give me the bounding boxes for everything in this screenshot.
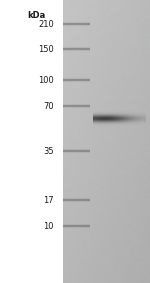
Text: 10: 10 bbox=[44, 222, 54, 231]
Text: 17: 17 bbox=[43, 196, 54, 205]
Text: 35: 35 bbox=[43, 147, 54, 156]
Text: 70: 70 bbox=[43, 102, 54, 111]
Text: 150: 150 bbox=[38, 45, 54, 54]
Text: 210: 210 bbox=[38, 20, 54, 29]
Text: kDa: kDa bbox=[27, 11, 45, 20]
Text: 100: 100 bbox=[38, 76, 54, 85]
